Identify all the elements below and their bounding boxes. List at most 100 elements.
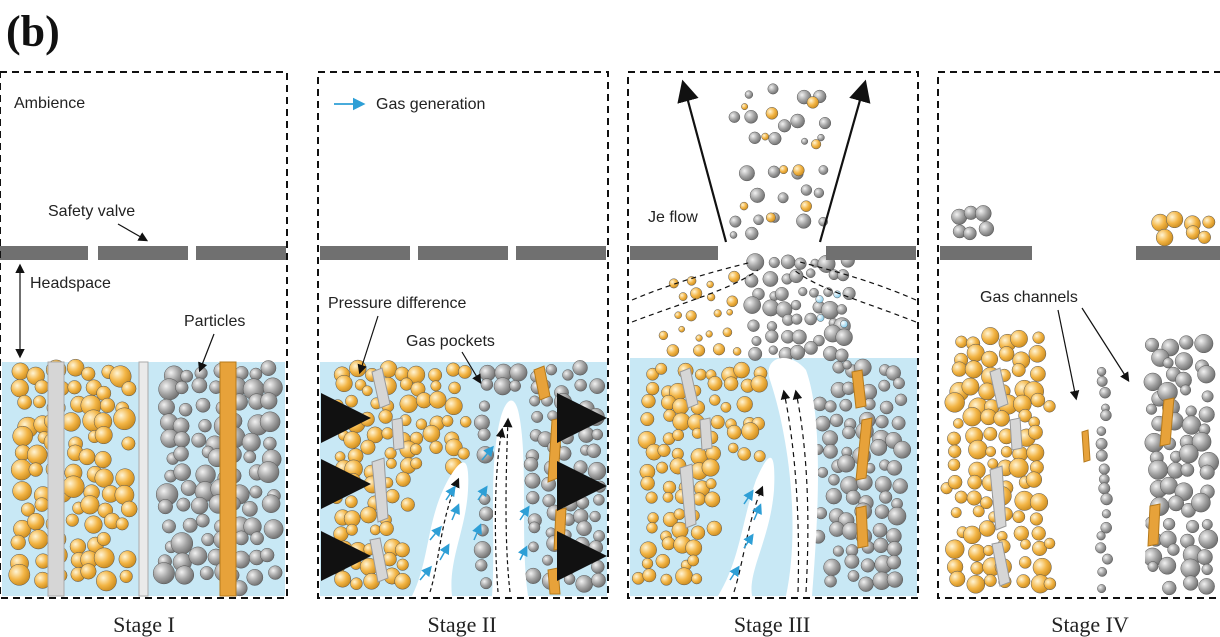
particle [710, 415, 725, 430]
particle [1155, 228, 1174, 247]
stage-2-caption: Stage II [427, 612, 496, 637]
particle [655, 553, 671, 569]
particle [660, 573, 673, 586]
particle [678, 292, 688, 301]
stage-4-safety-valve [940, 246, 1220, 260]
particle [993, 410, 1010, 427]
particle [642, 568, 657, 583]
particle [11, 362, 30, 381]
particle [430, 380, 442, 392]
particle [528, 521, 541, 534]
stage-4-separator-fragments [1081, 397, 1175, 547]
particle [1162, 517, 1176, 531]
particle [978, 520, 996, 537]
particle [178, 402, 193, 417]
particle [120, 500, 138, 518]
particle [761, 132, 770, 141]
particle [886, 460, 903, 476]
particle [190, 497, 209, 515]
particle [591, 428, 604, 441]
particle [557, 465, 570, 477]
particle [176, 497, 191, 512]
particle [798, 287, 808, 297]
particle [1101, 509, 1111, 519]
particle [1151, 213, 1170, 232]
particle [593, 494, 605, 506]
particle [249, 485, 263, 499]
gas-generation-label: Gas generation [376, 96, 485, 113]
particle [656, 461, 669, 474]
particle [687, 554, 700, 567]
particle [173, 463, 191, 481]
particle [885, 365, 901, 381]
particle [1027, 424, 1043, 440]
particle [10, 534, 26, 551]
particle [685, 310, 697, 322]
particle [170, 532, 194, 555]
particle [109, 365, 132, 388]
particle [1201, 563, 1213, 576]
particle [574, 378, 587, 392]
particle [173, 446, 189, 462]
particle [173, 431, 190, 448]
particle [188, 546, 208, 566]
stage-3-safety-valve [630, 246, 916, 260]
particle [987, 458, 999, 470]
particle [744, 90, 754, 99]
gas-pockets-pointer [461, 351, 482, 385]
particle [1198, 578, 1215, 595]
particle [574, 536, 590, 553]
particle [65, 513, 79, 527]
particle [198, 419, 212, 433]
stage-1-caption: Stage I [113, 612, 175, 637]
particle [260, 392, 278, 410]
particle [589, 378, 606, 394]
particle [791, 313, 803, 325]
particle [765, 329, 779, 344]
particle [685, 539, 703, 557]
particle [360, 439, 376, 455]
jet-flow-arrows [677, 79, 871, 243]
particle [1030, 366, 1046, 382]
stage-1: Ambience Safety valve Headspace Particle… [0, 71, 288, 637]
particle [951, 361, 967, 377]
safety-valve-label: Safety valve [48, 203, 135, 220]
particle [813, 187, 825, 199]
gas-channels-pointer-right [1081, 307, 1130, 383]
particle [1180, 558, 1201, 579]
particle [80, 495, 100, 515]
particle [1095, 437, 1108, 450]
particle [1012, 510, 1026, 524]
particle [1043, 577, 1057, 591]
particle [722, 327, 733, 338]
particle [1102, 553, 1113, 565]
particle [199, 566, 214, 581]
particle [531, 410, 544, 423]
particle [27, 512, 45, 531]
particle [1032, 331, 1045, 344]
particle [879, 490, 893, 504]
particle [693, 344, 706, 357]
particle [1201, 390, 1214, 403]
particle [480, 378, 494, 391]
particle [657, 443, 671, 457]
stage-3-separator-fragments [851, 369, 873, 549]
particle [886, 541, 903, 557]
jet-flow-label: Je flow [648, 209, 698, 226]
particle [962, 525, 982, 545]
particle [818, 165, 829, 175]
particle [816, 314, 825, 322]
pressure-difference-label: Pressure difference [328, 295, 467, 312]
particle [1180, 463, 1195, 477]
particle [410, 443, 422, 456]
particle [96, 570, 117, 592]
particle [249, 367, 263, 381]
particle [728, 111, 741, 123]
particle [789, 268, 804, 284]
particle [422, 424, 441, 443]
particle [981, 350, 999, 368]
particle [713, 309, 722, 318]
particle [96, 532, 111, 546]
particle [359, 411, 375, 427]
particle [191, 377, 208, 394]
